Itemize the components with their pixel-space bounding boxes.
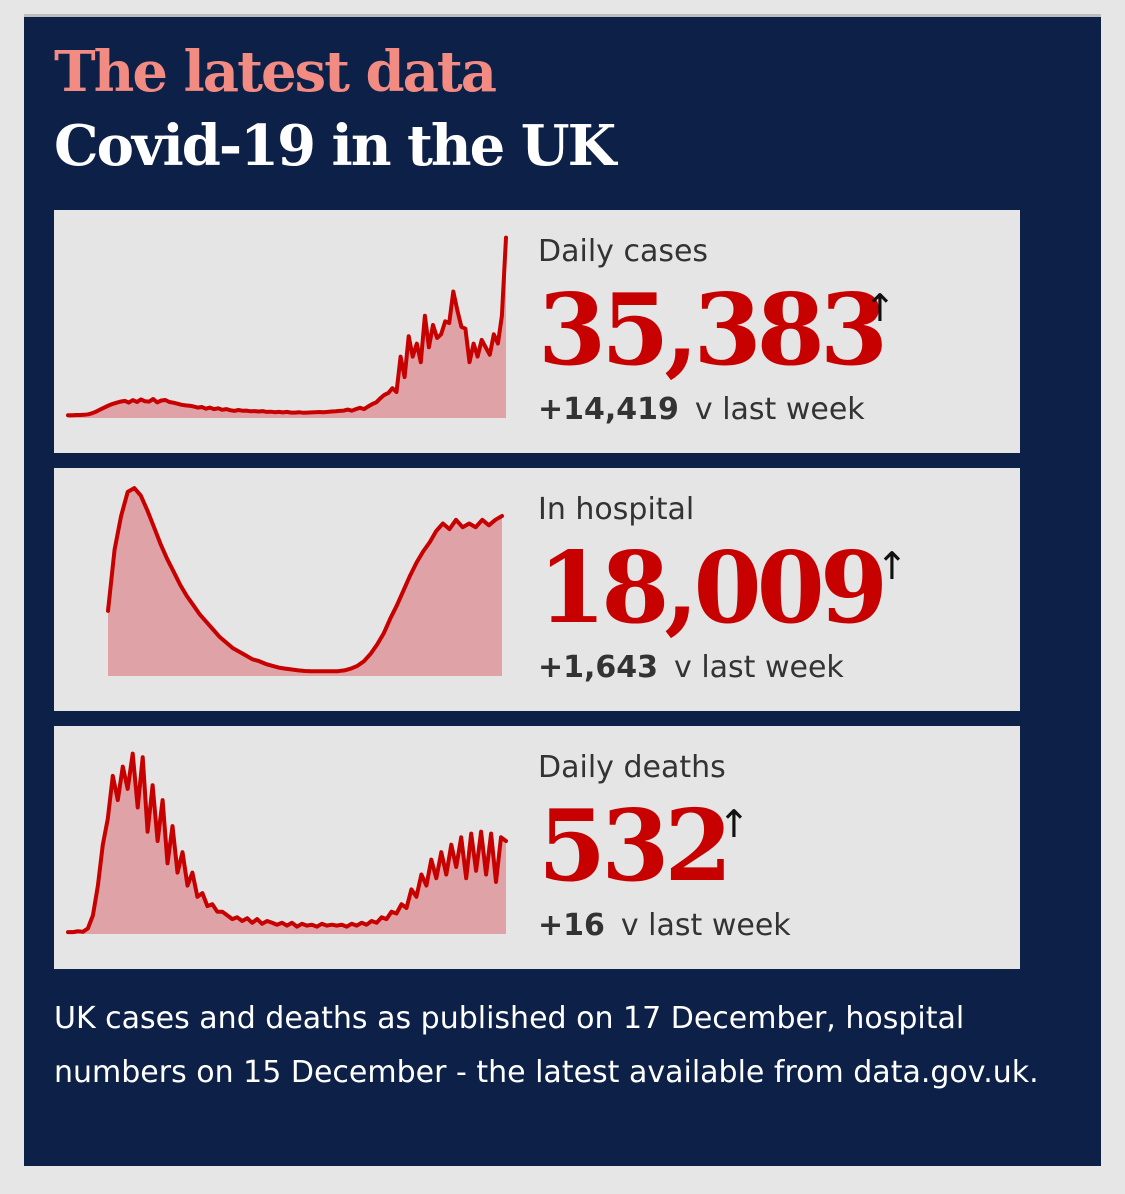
daily-cases-delta: +14,419 (538, 392, 679, 427)
series-line (66, 751, 508, 935)
daily-deaths-delta-suffix: v last week (620, 908, 791, 943)
up-arrow-icon: ↑ (864, 286, 896, 330)
up-arrow-icon: ↑ (718, 802, 750, 846)
daily-deaths-change: +16 v last week (538, 908, 791, 943)
daily-deaths-delta: +16 (538, 908, 605, 943)
in-hospital-change: +1,643 v last week (538, 650, 844, 685)
kicker: The latest data (54, 39, 497, 105)
in-hospital-sparkline (106, 486, 504, 676)
covid-card: The latest data Covid-19 in the UK Daily… (24, 14, 1101, 1166)
daily-deaths-label: Daily deaths (538, 750, 726, 785)
daily-cases-delta-suffix: v last week (694, 392, 865, 427)
in-hospital-delta: +1,643 (538, 650, 659, 685)
up-arrow-icon: ↑ (876, 544, 908, 588)
panel-daily-cases: Daily cases 35,383 ↑ +14,419 v last week (54, 210, 1020, 453)
daily-cases-sparkline (66, 235, 508, 418)
in-hospital-label: In hospital (538, 492, 695, 527)
panel-in-hospital: In hospital 18,009 ↑ +1,643 v last week (54, 468, 1020, 711)
daily-cases-label: Daily cases (538, 234, 709, 269)
daily-deaths-value: 532 (538, 789, 733, 904)
daily-cases-change: +14,419 v last week (538, 392, 865, 427)
series-area (68, 237, 506, 418)
in-hospital-value: 18,009 (538, 531, 888, 646)
headline: Covid-19 in the UK (54, 113, 616, 179)
series-line (106, 486, 504, 674)
series-area (68, 753, 506, 934)
panel-daily-deaths: Daily deaths 532 ↑ +16 v last week (54, 726, 1020, 969)
in-hospital-delta-suffix: v last week (674, 650, 844, 685)
series-line (66, 235, 508, 418)
daily-deaths-sparkline (66, 751, 508, 935)
series-area (108, 488, 502, 676)
footnote: UK cases and deaths as published on 17 D… (54, 1001, 1039, 1090)
daily-cases-value: 35,383 (538, 273, 888, 388)
